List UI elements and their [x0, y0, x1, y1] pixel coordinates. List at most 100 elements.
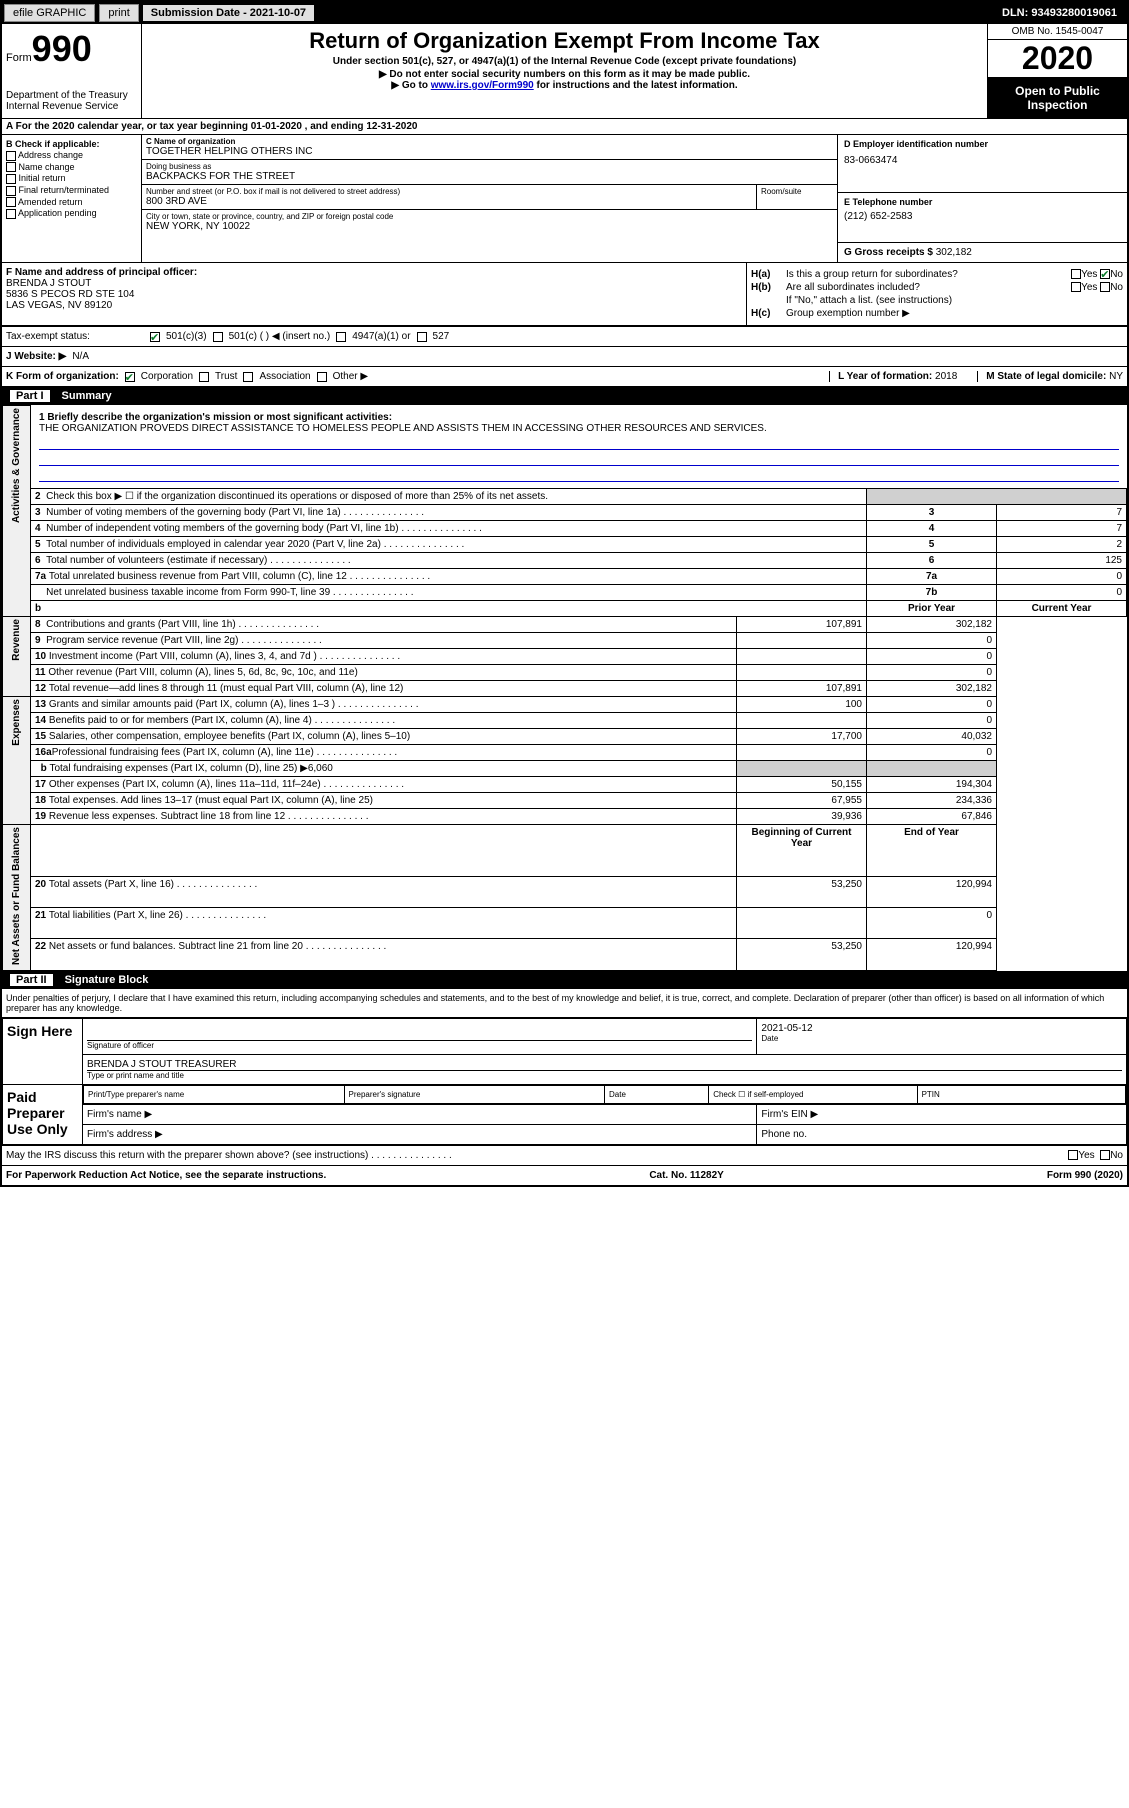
- line12: Total revenue—add lines 8 through 11 (mu…: [49, 683, 403, 694]
- cb-discuss-no[interactable]: [1100, 1150, 1110, 1160]
- inspection-badge: Open to Public Inspection: [988, 78, 1127, 118]
- cb-assoc[interactable]: [243, 372, 253, 382]
- efile-button[interactable]: efile GRAPHIC: [4, 4, 95, 22]
- line10: Investment income (Part VIII, column (A)…: [49, 651, 400, 662]
- officer-addr1: 5836 S PECOS RD STE 104: [6, 289, 134, 300]
- state-domicile: NY: [1109, 371, 1123, 382]
- cb-address-change[interactable]: [6, 151, 16, 161]
- line16a: Professional fundraising fees (Part IX, …: [52, 747, 398, 758]
- declaration-text: Under penalties of perjury, I declare th…: [2, 989, 1127, 1018]
- org-name: TOGETHER HELPING OTHERS INC: [146, 146, 833, 157]
- cb-initial-return[interactable]: [6, 174, 16, 184]
- hc-text: Group exemption number ▶: [786, 308, 910, 319]
- room-label: Room/suite: [761, 187, 833, 196]
- hb-note: If "No," attach a list. (see instruction…: [751, 295, 1123, 306]
- line22: Net assets or fund balances. Subtract li…: [49, 941, 386, 952]
- website-label: J Website: ▶: [6, 351, 66, 362]
- gross-label: G Gross receipts $: [844, 247, 933, 258]
- cb-name-change[interactable]: [6, 162, 16, 172]
- line20: Total assets (Part X, line 16): [49, 879, 257, 890]
- line16b: Total fundraising expenses (Part IX, col…: [49, 763, 332, 774]
- tel: (212) 652-2583: [844, 211, 1121, 222]
- ein-label: D Employer identification number: [844, 139, 1121, 149]
- line21: Total liabilities (Part X, line 26): [49, 910, 266, 921]
- line18: Total expenses. Add lines 13–17 (must eq…: [49, 795, 373, 806]
- note-goto: ▶ Go to www.irs.gov/Form990 for instruct…: [146, 80, 983, 91]
- cb-trust[interactable]: [199, 372, 209, 382]
- line9: Program service revenue (Part VIII, line…: [46, 635, 322, 646]
- irs-link[interactable]: www.irs.gov/Form990: [431, 80, 534, 91]
- mission-text: THE ORGANIZATION PROVEDS DIRECT ASSISTAN…: [39, 423, 767, 434]
- city-label: City or town, state or province, country…: [146, 212, 833, 221]
- officer-name: BRENDA J STOUT: [6, 278, 91, 289]
- line17: Other expenses (Part IX, column (A), lin…: [49, 779, 404, 790]
- dba-name: BACKPACKS FOR THE STREET: [146, 171, 833, 182]
- form-title: Return of Organization Exempt From Incom…: [146, 28, 983, 54]
- form-header: Form990 Department of the Treasury Inter…: [2, 24, 1127, 119]
- summary-table: Activities & Governance 1 Briefly descri…: [2, 405, 1127, 971]
- officer-name-title: BRENDA J STOUT TREASURER: [87, 1059, 1122, 1071]
- ein: 83-0663474: [844, 155, 1121, 166]
- cb-4947[interactable]: [336, 332, 346, 342]
- cb-527[interactable]: [417, 332, 427, 342]
- col-b-checkboxes: B Check if applicable: Address change Na…: [2, 135, 142, 262]
- line1-label: 1 Briefly describe the organization's mi…: [39, 412, 392, 423]
- officer-label: F Name and address of principal officer:: [6, 267, 197, 278]
- line6: Total number of volunteers (estimate if …: [46, 555, 351, 566]
- dba-label: Doing business as: [146, 162, 833, 171]
- cat-no: Cat. No. 11282Y: [649, 1170, 723, 1181]
- i-label: Tax-exempt status:: [6, 331, 144, 342]
- cb-final-return[interactable]: [6, 186, 16, 196]
- cb-501c3[interactable]: [150, 332, 160, 342]
- website-val: N/A: [72, 351, 89, 362]
- year-formation: 2018: [935, 371, 957, 382]
- form-subtitle: Under section 501(c), 527, or 4947(a)(1)…: [146, 56, 983, 67]
- tax-year: 2020: [988, 40, 1127, 78]
- ha-text: Is this a group return for subordinates?: [786, 269, 958, 280]
- line15: Salaries, other compensation, employee b…: [49, 731, 410, 742]
- cb-app-pending[interactable]: [6, 209, 16, 219]
- val-7b: 0: [997, 584, 1127, 600]
- val-7a: 0: [997, 568, 1127, 584]
- addr: 800 3RD AVE: [146, 196, 752, 207]
- line4: Number of independent voting members of …: [46, 523, 482, 534]
- val-4: 7: [997, 520, 1127, 536]
- paperwork-notice: For Paperwork Reduction Act Notice, see …: [6, 1170, 326, 1181]
- cb-ha-no[interactable]: [1100, 269, 1110, 279]
- line11: Other revenue (Part VIII, column (A), li…: [48, 667, 357, 678]
- top-bar: efile GRAPHIC print Submission Date - 20…: [2, 2, 1127, 24]
- val-5: 2: [997, 536, 1127, 552]
- sig-date: 2021-05-12: [761, 1023, 1122, 1034]
- cb-discuss-yes[interactable]: [1068, 1150, 1078, 1160]
- print-button[interactable]: print: [99, 4, 138, 22]
- part1-header: Part ISummary: [2, 387, 1127, 405]
- line3: Number of voting members of the governin…: [46, 507, 424, 518]
- val-6: 125: [997, 552, 1127, 568]
- addr-label: Number and street (or P.O. box if mail i…: [146, 187, 752, 196]
- line13: Grants and similar amounts paid (Part IX…: [49, 699, 419, 710]
- line7a: Total unrelated business revenue from Pa…: [49, 571, 430, 582]
- cb-other[interactable]: [317, 372, 327, 382]
- line8: Contributions and grants (Part VIII, lin…: [46, 619, 319, 630]
- form-footer: Form 990 (2020): [1047, 1170, 1123, 1181]
- line5: Total number of individuals employed in …: [46, 539, 464, 550]
- city: NEW YORK, NY 10022: [146, 221, 833, 232]
- val-3: 7: [997, 504, 1127, 520]
- line19: Revenue less expenses. Subtract line 18 …: [49, 811, 369, 822]
- submission-date: Submission Date - 2021-10-07: [143, 5, 314, 21]
- part2-header: Part IISignature Block: [2, 971, 1127, 989]
- cb-corp[interactable]: [125, 372, 135, 382]
- discuss-text: May the IRS discuss this return with the…: [6, 1150, 452, 1161]
- org-name-label: C Name of organization: [146, 137, 833, 146]
- cb-ha-yes[interactable]: [1071, 269, 1081, 279]
- cb-hb-no[interactable]: [1100, 282, 1110, 292]
- hb-text: Are all subordinates included?: [786, 282, 920, 293]
- form-number: Form990: [6, 28, 137, 70]
- cb-amended[interactable]: [6, 197, 16, 207]
- note-ssn: ▶ Do not enter social security numbers o…: [146, 69, 983, 80]
- cb-hb-yes[interactable]: [1071, 282, 1081, 292]
- cb-501c[interactable]: [213, 332, 223, 342]
- k-label: K Form of organization:: [6, 371, 119, 382]
- sig-officer-label: Signature of officer: [87, 1041, 752, 1050]
- row-a-period: A For the 2020 calendar year, or tax yea…: [2, 119, 1127, 135]
